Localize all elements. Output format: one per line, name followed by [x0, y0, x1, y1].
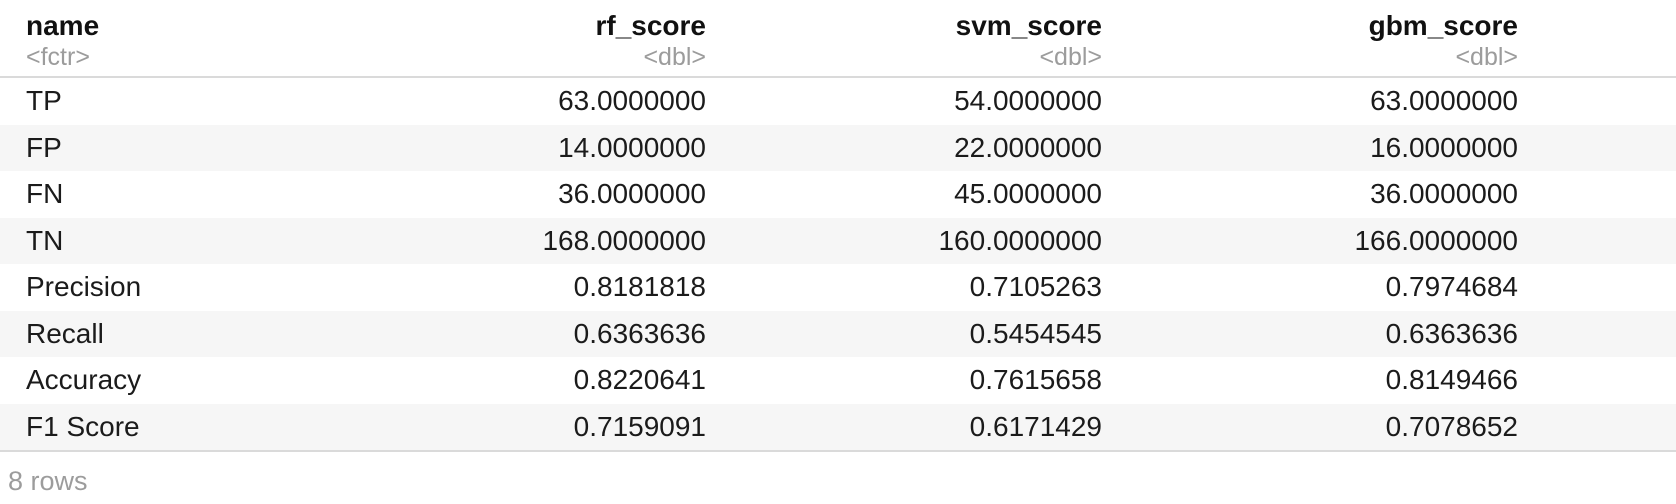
rf-score-cell: 0.8220641 — [573, 364, 706, 396]
column-header-name: name <fctr> — [0, 0, 430, 78]
column-label: name — [26, 10, 100, 41]
column-type: <dbl> — [1455, 43, 1518, 71]
column-header-gbm-score: gbm_score <dbl> — [1126, 0, 1676, 78]
gbm-score-cell: 16.0000000 — [1370, 131, 1518, 163]
table-row: Precision 0.8181818 0.7105263 0.7974684 — [0, 264, 1676, 311]
table-row: Accuracy 0.8220641 0.7615658 0.8149466 — [0, 357, 1676, 404]
column-type: <fctr> — [26, 43, 90, 71]
svm-score-cell: 0.5454545 — [969, 317, 1102, 349]
column-type: <dbl> — [1039, 43, 1102, 71]
gbm-score-cell: 0.8149466 — [1385, 364, 1518, 396]
row-label-cell: TP — [26, 85, 62, 117]
row-label-cell: F1 Score — [0, 403, 430, 452]
rf-score-cell: 63.0000000 — [558, 85, 706, 117]
table-row: FN 36.0000000 45.0000000 36.0000000 — [0, 171, 1676, 218]
svm-score-cell: 160.0000000 — [938, 224, 1102, 256]
row-label-cell: FN — [26, 178, 64, 210]
table-body: TP 63.0000000 54.0000000 63.0000000 FP 1… — [0, 77, 1676, 452]
row-label-cell: FP — [26, 131, 62, 163]
table-header: name <fctr> rf_score <dbl> svm_score <db… — [0, 0, 1676, 78]
row-count-footer: 8 rows — [8, 466, 88, 496]
rf-score-cell: 36.0000000 — [558, 178, 706, 210]
table-row: TN 168.0000000 160.0000000 166.0000000 — [0, 217, 1676, 264]
rf-score-cell: 0.8181818 — [573, 271, 706, 303]
rf-score-cell: 0.6363636 — [573, 317, 706, 349]
table-row: FP 14.0000000 22.0000000 16.0000000 — [0, 124, 1676, 171]
data-frame-table: name <fctr> rf_score <dbl> svm_score <db… — [0, 0, 1676, 452]
column-header-rf-score: rf_score <dbl> — [430, 0, 730, 78]
table-row: Recall 0.6363636 0.5454545 0.6363636 — [0, 310, 1676, 357]
svm-score-cell: 0.7615658 — [969, 364, 1102, 396]
svm-score-cell: 45.0000000 — [954, 178, 1102, 210]
rf-score-cell: 0.7159091 — [430, 403, 730, 452]
table-row: F1 Score 0.7159091 0.6171429 0.7078652 — [0, 403, 1676, 452]
row-label-cell: Recall — [26, 317, 104, 349]
gbm-score-cell: 0.7078652 — [1126, 403, 1676, 452]
row-label-cell: Accuracy — [26, 364, 142, 396]
gbm-score-cell: 166.0000000 — [1354, 224, 1518, 256]
row-label-cell: Precision — [26, 271, 142, 303]
gbm-score-cell: 63.0000000 — [1370, 85, 1518, 117]
svm-score-cell: 0.7105263 — [969, 271, 1102, 303]
gbm-score-cell: 0.7974684 — [1385, 271, 1518, 303]
column-type: <dbl> — [643, 43, 706, 71]
svm-score-cell: 0.6171429 — [730, 403, 1126, 452]
gbm-score-cell: 0.6363636 — [1385, 317, 1518, 349]
svm-score-cell: 54.0000000 — [954, 85, 1102, 117]
table-row: TP 63.0000000 54.0000000 63.0000000 — [0, 77, 1676, 125]
rf-score-cell: 14.0000000 — [558, 131, 706, 163]
column-label: rf_score — [595, 10, 706, 41]
column-label: gbm_score — [1368, 10, 1518, 41]
column-label: svm_score — [955, 10, 1102, 41]
gbm-score-cell: 36.0000000 — [1370, 178, 1518, 210]
rf-score-cell: 168.0000000 — [542, 224, 706, 256]
svm-score-cell: 22.0000000 — [954, 131, 1102, 163]
header-row: name <fctr> rf_score <dbl> svm_score <db… — [0, 0, 1676, 78]
column-header-svm-score: svm_score <dbl> — [730, 0, 1126, 78]
row-label-cell: TN — [26, 224, 64, 256]
